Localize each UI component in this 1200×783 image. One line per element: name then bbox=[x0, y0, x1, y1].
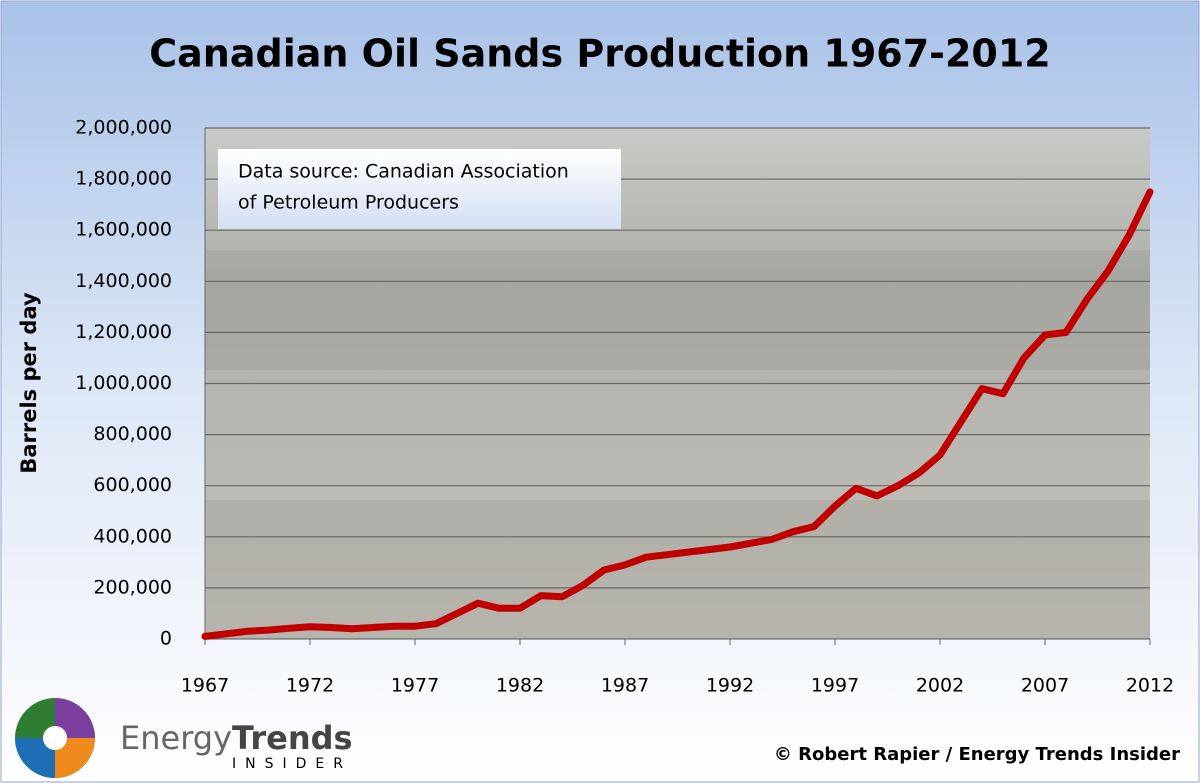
data-line bbox=[201, 188, 1154, 640]
x-tick-label: 1987 bbox=[601, 675, 649, 697]
logo-text: EnergyTrends bbox=[120, 719, 353, 757]
annotation: Data source: Canadian Association bbox=[238, 161, 569, 183]
y-tick-label: 1,800,000 bbox=[75, 168, 172, 190]
x-tick-label: 1997 bbox=[811, 675, 859, 697]
chart-title: Canadian Oil Sands Production 1967-2012 bbox=[149, 32, 1050, 76]
x-tick-label: 1992 bbox=[706, 675, 754, 697]
logo-trends: Trends bbox=[232, 719, 353, 757]
y-tick-label: 800,000 bbox=[93, 423, 172, 445]
y-axis-label: Barrels per day bbox=[17, 292, 41, 474]
photo-ground bbox=[205, 500, 1150, 639]
credit: © Robert Rapier / Energy Trends Insider bbox=[774, 744, 1180, 765]
y-tick-label: 600,000 bbox=[93, 474, 172, 496]
y-tick-label: 2,000,000 bbox=[75, 117, 172, 139]
y-tick-label: 1,200,000 bbox=[75, 321, 172, 343]
y-tick-label: 1,400,000 bbox=[75, 270, 172, 292]
y-tick-label: 1,000,000 bbox=[75, 372, 172, 394]
y-tick-label: 1,600,000 bbox=[75, 219, 172, 241]
y-tick-label: 400,000 bbox=[93, 525, 172, 547]
photo-band bbox=[205, 250, 1150, 370]
x-tick-label: 1972 bbox=[286, 675, 334, 697]
x-tick-label: 2012 bbox=[1126, 675, 1174, 697]
x-tick-label: 2002 bbox=[916, 675, 964, 697]
logo-energy: Energy bbox=[120, 719, 232, 757]
x-tick-label: 1967 bbox=[181, 675, 229, 697]
annotation: of Petroleum Producers bbox=[238, 192, 459, 214]
y-tick-label: 200,000 bbox=[93, 576, 172, 598]
logo-icon bbox=[15, 698, 95, 778]
x-tick-label: 1982 bbox=[496, 675, 544, 697]
annotation-box bbox=[218, 149, 621, 229]
x-tick-label: 2007 bbox=[1021, 675, 1069, 697]
x-tick-label: 1977 bbox=[391, 675, 439, 697]
logo-insider: INSIDER bbox=[232, 756, 352, 772]
y-tick-label: 0 bbox=[160, 628, 172, 650]
